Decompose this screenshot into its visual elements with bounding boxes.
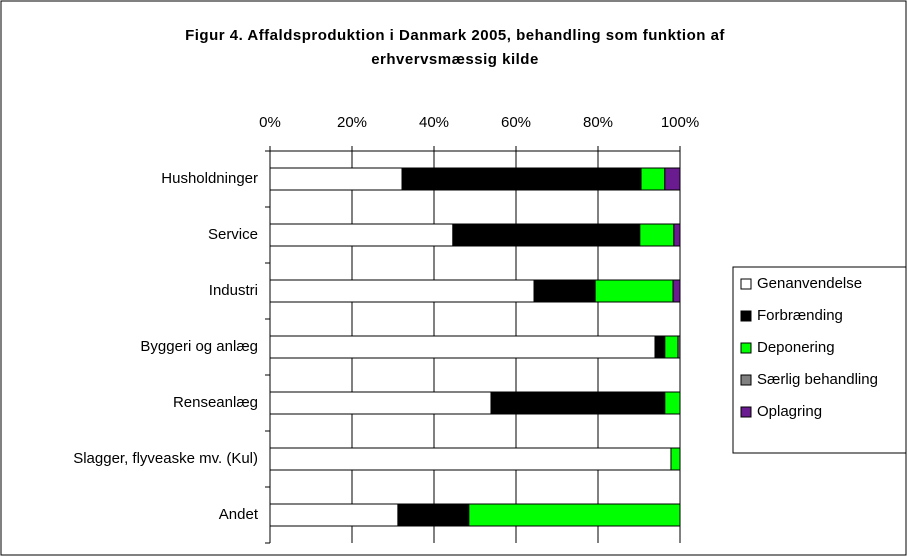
bar-segment (269, 335, 656, 359)
bar-segment (654, 335, 666, 359)
bar-segment (673, 223, 681, 247)
chart-title: Figur 4. Affaldsproduktion i Danmark 200… (185, 27, 725, 44)
y-tick-label: Byggeri og anlæg (140, 338, 258, 355)
legend-swatch (740, 374, 752, 386)
x-tick-label: 0% (259, 114, 281, 131)
legend-label: Deponering (757, 339, 835, 356)
legend-label: Oplagring (757, 403, 822, 420)
chart-title: erhvervsmæssig kilde (371, 51, 539, 68)
bar-segment (269, 391, 492, 415)
bar-segment (269, 167, 403, 191)
legend-swatch (740, 406, 752, 418)
bar-segment (670, 447, 681, 471)
y-tick-label: Andet (219, 506, 259, 523)
bar-segment (672, 279, 681, 303)
y-tick-label: Service (208, 226, 258, 243)
bar-segment (397, 503, 470, 527)
y-tick-label: Slagger, flyveaske mv. (Kul) (73, 450, 258, 467)
legend-label: Særlig behandling (757, 371, 878, 388)
bar-segment (269, 447, 672, 471)
bar-segment (533, 279, 596, 303)
bar-segment (269, 279, 535, 303)
bar-segment (677, 335, 681, 359)
legend-swatch (740, 278, 752, 290)
x-tick-label: 80% (583, 114, 613, 131)
bar-segment (452, 223, 641, 247)
bar-segment (269, 223, 454, 247)
bar-segment (664, 391, 681, 415)
legend-label: Forbrænding (757, 307, 843, 324)
bar-segment (269, 503, 399, 527)
legend-swatch (740, 342, 752, 354)
legend-swatch (740, 310, 752, 322)
x-tick-label: 60% (501, 114, 531, 131)
x-tick-label: 20% (337, 114, 367, 131)
bar-segment (664, 167, 681, 191)
x-tick-label: 40% (419, 114, 449, 131)
bar-segment (640, 167, 666, 191)
bar-segment (401, 167, 642, 191)
x-tick-label: 100% (661, 114, 699, 131)
y-tick-label: Husholdninger (161, 170, 258, 187)
bar-segment (490, 391, 666, 415)
legend-box (732, 266, 907, 454)
bar-segment (594, 279, 674, 303)
bar-segment (639, 223, 675, 247)
legend-label: Genanvendelse (757, 275, 862, 292)
y-tick-label: Renseanlæg (173, 394, 258, 411)
y-tick-label: Industri (209, 282, 258, 299)
bar-segment (664, 335, 679, 359)
bar-segment (468, 503, 681, 527)
